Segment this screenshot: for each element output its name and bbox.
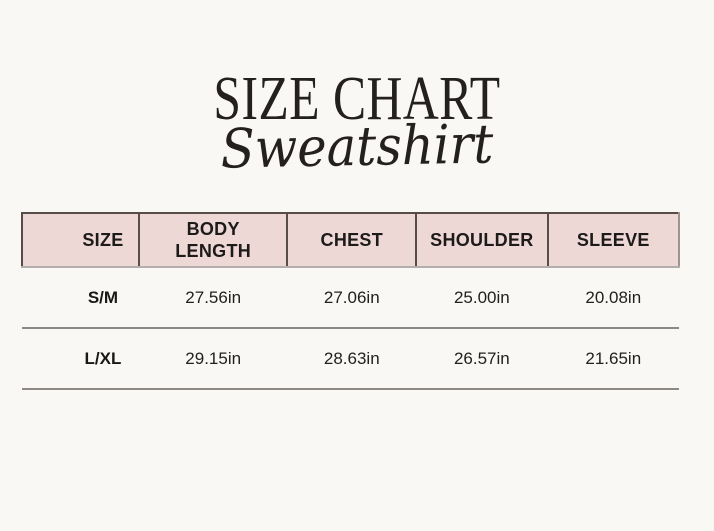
table-row-lxl: L/XL 29.15in 28.63in 26.57in 21.65in (22, 328, 679, 390)
size-label-sm: S/M (22, 267, 139, 329)
title-block: SIZE CHART Sweatshirt (0, 0, 714, 181)
lxl-body-length-value: 29.15in (138, 328, 288, 390)
size-table-body: S/M 27.56in 27.06in 25.00in 20.08in L/XL… (22, 267, 679, 390)
size-table-header: SIZE BODY LENGTH CHEST SHOULDER SLEEVE (21, 212, 681, 268)
column-header-size: SIZE (21, 212, 140, 268)
lxl-shoulder-value: 26.57in (416, 328, 548, 390)
lxl-chest-value: 28.63in (287, 328, 417, 390)
sm-chest-value: 27.06in (287, 267, 417, 329)
header-row: SIZE BODY LENGTH CHEST SHOULDER SLEEVE (21, 212, 681, 268)
lxl-sleeve-value: 21.65in (547, 328, 679, 390)
column-header-chest: CHEST (286, 212, 418, 268)
size-table: SIZE BODY LENGTH CHEST SHOULDER SLEEVE S… (21, 212, 681, 390)
size-label-lxl: L/XL (22, 328, 139, 390)
page-subtitle-script: Sweatshirt (220, 112, 494, 181)
sm-body-length-value: 27.56in (138, 267, 288, 329)
column-header-sleeve: SLEEVE (546, 212, 681, 268)
page-title: SIZE CHART (213, 65, 501, 133)
sm-shoulder-value: 25.00in (416, 267, 548, 329)
column-header-shoulder: SHOULDER (415, 212, 549, 268)
sm-sleeve-value: 20.08in (547, 267, 679, 329)
table-row-sm: S/M 27.56in 27.06in 25.00in 20.08in (22, 267, 679, 329)
column-header-body-length: BODY LENGTH (137, 212, 289, 268)
